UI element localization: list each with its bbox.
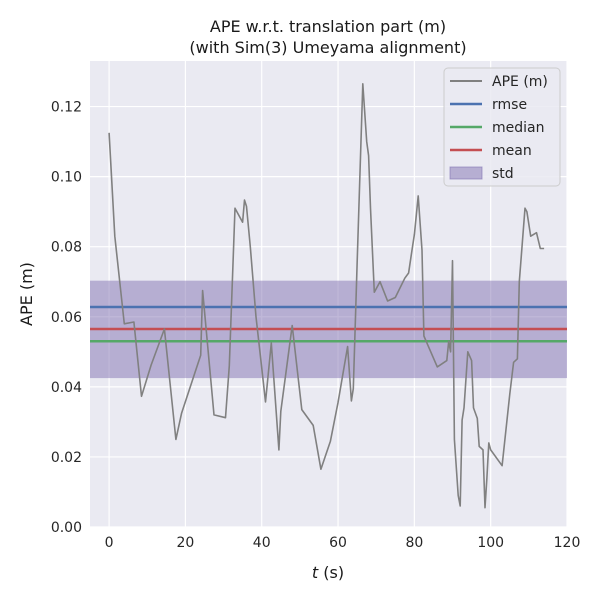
y-tick-label: 0.10 — [51, 170, 82, 186]
legend-label: rmse — [492, 97, 527, 113]
x-axis-label: t (s) — [312, 563, 344, 582]
chart-title: APE w.r.t. translation part (m) — [210, 17, 446, 36]
chart-subtitle: (with Sim(3) Umeyama alignment) — [189, 38, 466, 57]
x-tick-label: 40 — [253, 535, 271, 551]
x-tick-label: 60 — [329, 535, 347, 551]
x-axis-label-variable: t — [312, 563, 319, 582]
legend-label: mean — [492, 143, 532, 159]
y-tick-label: 0.00 — [51, 520, 82, 536]
x-tick-label: 100 — [477, 535, 504, 551]
legend-label: std — [492, 166, 514, 182]
y-axis-label: APE (m) — [17, 262, 36, 326]
y-tick-label: 0.06 — [51, 310, 82, 326]
x-axis-label-unit: (s) — [318, 563, 344, 582]
legend-std-swatch — [449, 166, 483, 180]
y-tick-label: 0.08 — [51, 240, 82, 256]
x-tick-label: 80 — [405, 535, 423, 551]
legend-box — [443, 67, 561, 187]
legend-label: APE (m) — [492, 74, 548, 90]
y-tick-label: 0.12 — [51, 100, 82, 116]
legend-label: median — [492, 120, 544, 136]
ape-series-line — [108, 83, 545, 509]
y-tick-label: 0.04 — [51, 380, 82, 396]
y-tick-label: 0.02 — [51, 450, 82, 466]
x-tick-label: 20 — [176, 535, 194, 551]
x-tick-label: 0 — [105, 535, 114, 551]
legend: APE (m) rmse median mean std — [443, 67, 561, 187]
x-tick-label: 120 — [554, 535, 581, 551]
